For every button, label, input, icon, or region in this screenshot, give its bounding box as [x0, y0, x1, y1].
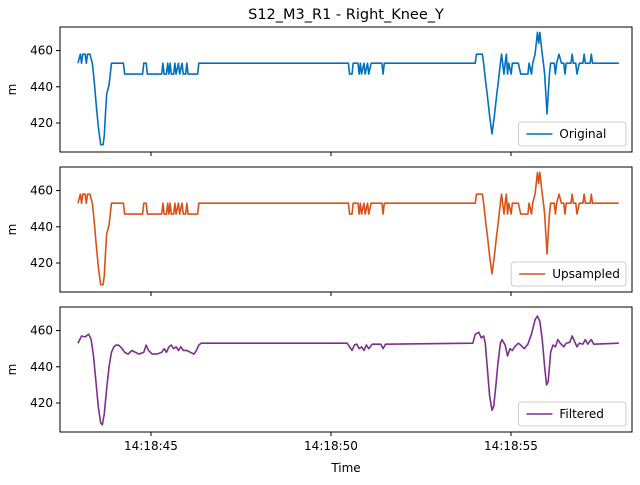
series-line-filtered	[77, 315, 619, 426]
y-tick-label-420: 420	[30, 256, 53, 270]
series-line-original	[77, 31, 619, 146]
x-axis-label: Time	[330, 461, 360, 475]
y-tick-label-460: 460	[30, 324, 53, 338]
legend-box-3	[517, 401, 627, 427]
y-axis-label-1: m	[5, 84, 19, 96]
series-line-upsampled	[77, 171, 619, 286]
y-tick-label-420: 420	[30, 116, 53, 130]
y-axis-label-3: m	[5, 364, 19, 376]
legend-label-original: Original	[559, 127, 606, 141]
y-tick-label-460: 460	[30, 184, 53, 198]
y-tick-label-440: 440	[30, 360, 53, 374]
y-tick-label-420: 420	[30, 396, 53, 410]
y-tick-label-440: 440	[30, 80, 53, 94]
legend-label-filtered: Filtered	[559, 407, 603, 421]
legend-box-2	[510, 261, 627, 287]
axes-frame-3	[59, 306, 633, 433]
chart-title: S12_M3_R1 - Right_Knee_Y	[248, 7, 444, 23]
x-tick-label-3: 14:18:55	[484, 439, 538, 453]
y-tick-label-440: 440	[30, 220, 53, 234]
axes-frame-2	[59, 166, 633, 293]
y-axis-label-2: m	[5, 224, 19, 236]
x-tick-label-1: 14:18:45	[124, 439, 178, 453]
x-tick-label-2: 14:18:50	[304, 439, 358, 453]
legend-box-1	[517, 121, 627, 147]
axes-frame-1	[59, 26, 633, 153]
y-tick-label-460: 460	[30, 44, 53, 58]
legend-label-upsampled: Upsampled	[552, 267, 620, 281]
